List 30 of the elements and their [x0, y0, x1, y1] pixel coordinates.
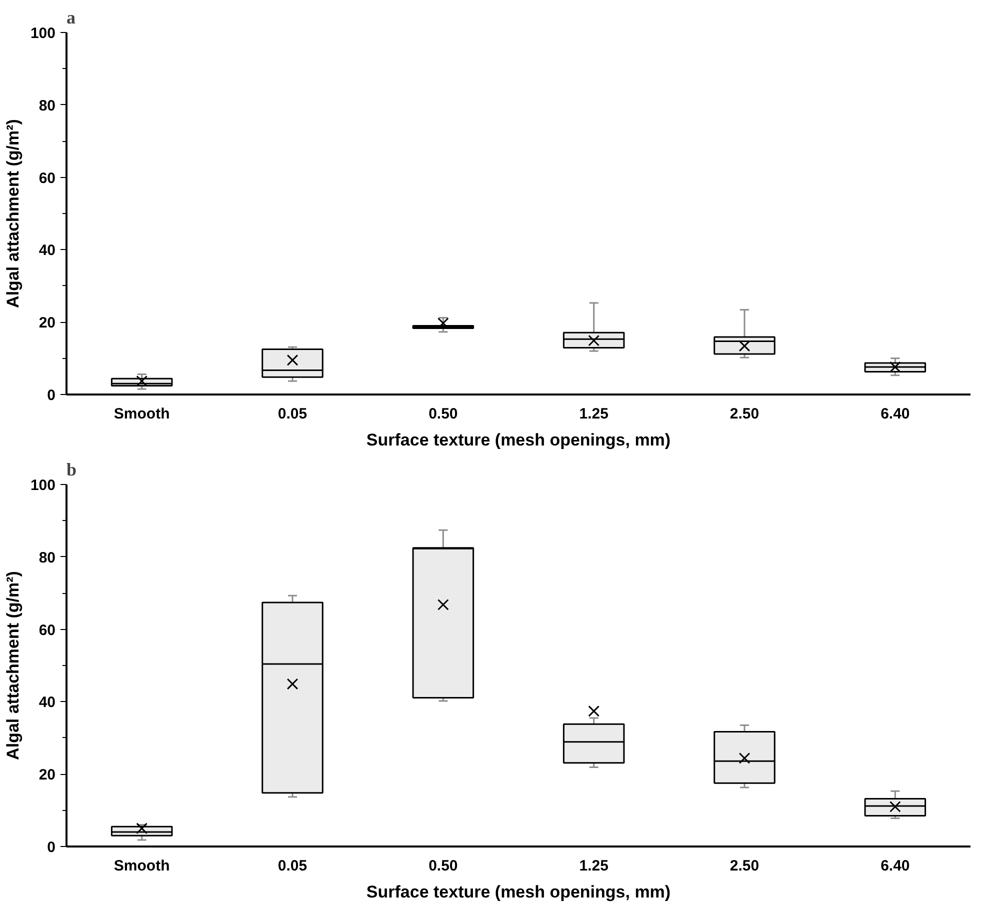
- x-tick-label: 6.40: [880, 406, 910, 422]
- y-tick-label: 80: [38, 549, 56, 566]
- x-tick-label: 1.25: [579, 406, 608, 422]
- x-tick-label: 0.05: [278, 858, 308, 874]
- y-tick-label: 0: [47, 839, 56, 856]
- y-tick-label: 100: [30, 477, 56, 494]
- x-tick-label: 0.50: [428, 858, 458, 874]
- y-axis-title: Algal attachment (g/m²): [3, 571, 22, 760]
- x-axis-title: Surface texture (mesh openings, mm): [366, 430, 671, 450]
- y-tick-label: 40: [38, 242, 56, 260]
- y-tick-label: 100: [30, 25, 56, 42]
- y-tick-label: 20: [38, 314, 56, 332]
- y-tick-label: 20: [38, 766, 56, 784]
- x-tick-label: 0.05: [278, 406, 308, 422]
- y-tick-label: 40: [38, 694, 56, 712]
- x-tick-label: 0.50: [428, 406, 458, 422]
- x-tick-label: 2.50: [730, 406, 760, 422]
- x-tick-label: Smooth: [114, 406, 170, 422]
- chart-title: b: [66, 460, 77, 480]
- y-tick-label: 60: [38, 622, 56, 639]
- x-tick-label: 6.40: [880, 858, 910, 874]
- x-tick-label: 1.25: [579, 858, 608, 874]
- x-tick-label: Smooth: [114, 858, 170, 874]
- y-tick-label: 0: [47, 387, 56, 404]
- x-axis-title: Surface texture (mesh openings, mm): [366, 882, 671, 902]
- y-tick-label: 80: [38, 97, 56, 114]
- x-tick-label: 2.50: [730, 858, 760, 874]
- y-axis-title: Algal attachment (g/m²): [3, 119, 22, 308]
- y-tick-label: 60: [38, 170, 56, 187]
- chart-title: a: [66, 8, 76, 28]
